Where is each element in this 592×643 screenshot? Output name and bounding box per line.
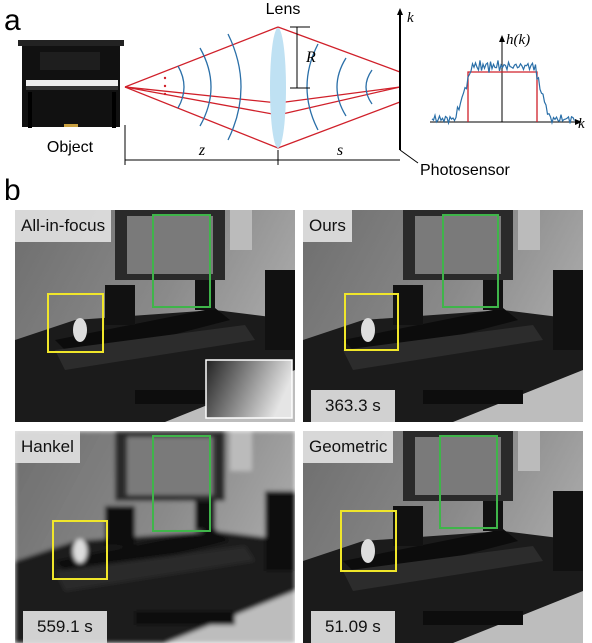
timing-label: 559.1 s xyxy=(23,611,107,643)
leader xyxy=(400,150,418,163)
figure: a Object Lens R k xyxy=(0,0,592,643)
diagram: a Object Lens R k xyxy=(0,0,592,200)
timing-label: 363.3 s xyxy=(311,390,395,422)
photo-panel: All-in-focus xyxy=(15,210,295,422)
radius-label: R xyxy=(305,49,316,66)
s-label: s xyxy=(337,142,343,159)
z-label: z xyxy=(198,142,206,159)
sensor-axis-label: k xyxy=(407,10,414,26)
plot-x-label: k xyxy=(578,116,585,132)
dots xyxy=(164,77,166,95)
panel-title: Geometric xyxy=(303,431,393,463)
plot-y-label: h(k) xyxy=(506,32,530,48)
panel-title: Ours xyxy=(303,210,352,242)
psf-plot xyxy=(430,35,582,125)
photo-panel: Ours 363.3 s xyxy=(303,210,583,422)
photo-panel: Hankel 559.1 s xyxy=(15,431,295,643)
piano xyxy=(18,40,124,128)
panel-label: b xyxy=(4,174,21,200)
photo-panel: Geometric 51.09 s xyxy=(303,431,583,643)
rays xyxy=(125,27,400,148)
object-label: Object xyxy=(47,139,94,156)
depth-inset xyxy=(206,360,292,418)
lens-label: Lens xyxy=(266,1,301,18)
arrow xyxy=(397,8,403,15)
panel-label: a xyxy=(4,4,21,37)
timing-label: 51.09 s xyxy=(311,611,395,643)
panel-title: Hankel xyxy=(15,431,80,463)
lens xyxy=(270,28,286,148)
dimension-lines xyxy=(125,125,400,165)
sensor-label: Photosensor xyxy=(420,162,511,179)
panel-title: All-in-focus xyxy=(15,210,111,242)
